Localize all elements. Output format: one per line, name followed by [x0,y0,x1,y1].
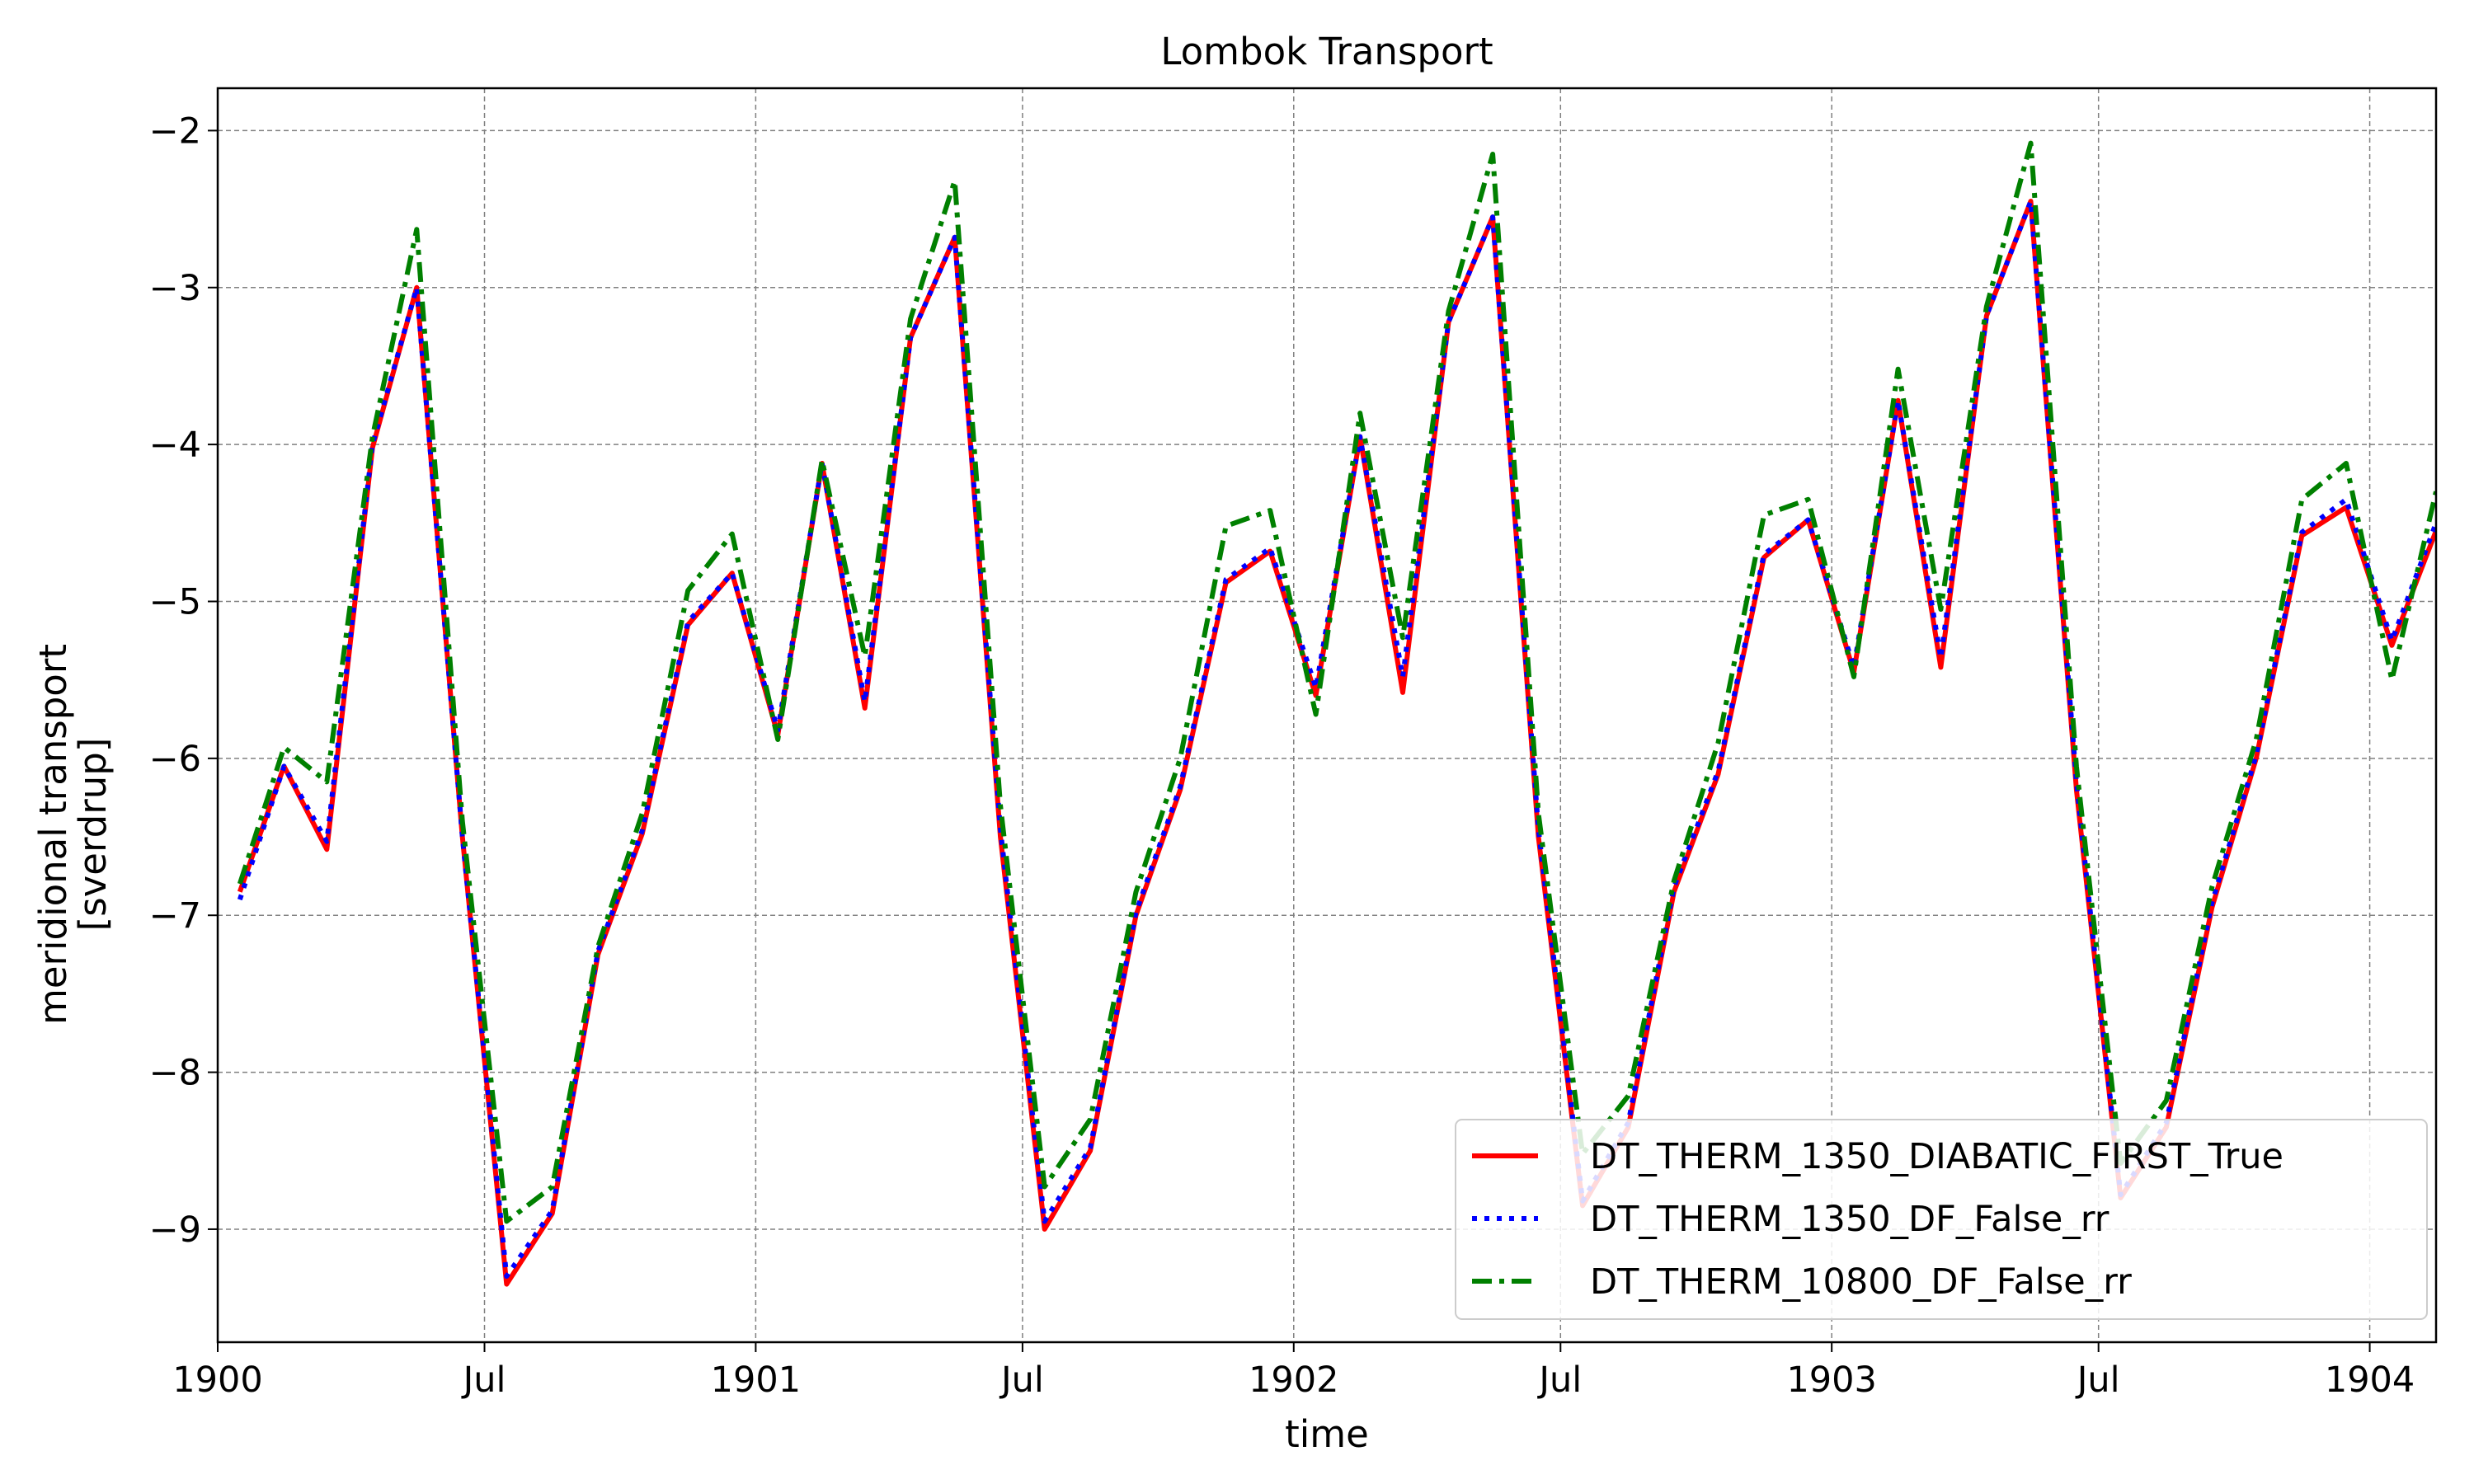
y-axis-ticks: −2 −3 −4 −5 −6 −7 −8 −9 [149,110,218,1251]
x-axis-ticks: 1900 Jul 1901 Jul 1902 Jul 1903 Jul 1904 [172,1342,2415,1401]
x-tick-label: 1904 [2325,1360,2415,1401]
y-tick-label: −8 [149,1053,201,1094]
legend-label-3: DT_THERM_10800_DF_False_rr [1590,1261,2132,1303]
y-tick-label: −6 [149,739,201,780]
series-line-3 [237,140,2436,1224]
y-tick-label: −5 [149,581,201,622]
y-tick-label: −2 [149,110,201,152]
gridlines [217,88,2436,1342]
y-tick-label: −3 [149,268,201,309]
chart-title: Lombok Transport [1160,30,1493,73]
x-tick-label: Jul [461,1360,506,1401]
x-tick-label: 1900 [172,1360,262,1401]
x-tick-label: Jul [1536,1360,1582,1401]
y-axis-label-line1: meridional transport [31,644,75,1025]
x-tick-label: 1902 [1249,1360,1338,1401]
plot-frame [216,87,2438,1344]
y-tick-label: −4 [149,425,201,466]
plot-series [237,140,2436,1287]
legend-box [1455,1119,2428,1320]
x-tick-label: 1901 [711,1360,801,1401]
legend-label-2: DT_THERM_1350_DF_False_rr [1590,1199,2109,1240]
legend: DT_THERM_1350_DIABATIC_FIRST_True DT_THE… [1455,1119,2428,1320]
x-tick-label: Jul [2075,1360,2120,1401]
x-tick-label: 1903 [1786,1360,1876,1401]
y-axis-label-2: [sverdrup] [71,738,115,932]
y-axis-label: meridional transport [31,644,75,1025]
x-tick-label: Jul [999,1360,1044,1401]
y-axis-label-line2: [sverdrup] [71,738,115,932]
x-axis-label: time [1285,1412,1369,1456]
legend-label-1: DT_THERM_1350_DIABATIC_FIRST_True [1590,1136,2284,1177]
y-tick-label: −9 [149,1209,201,1251]
y-tick-label: −7 [149,895,201,937]
